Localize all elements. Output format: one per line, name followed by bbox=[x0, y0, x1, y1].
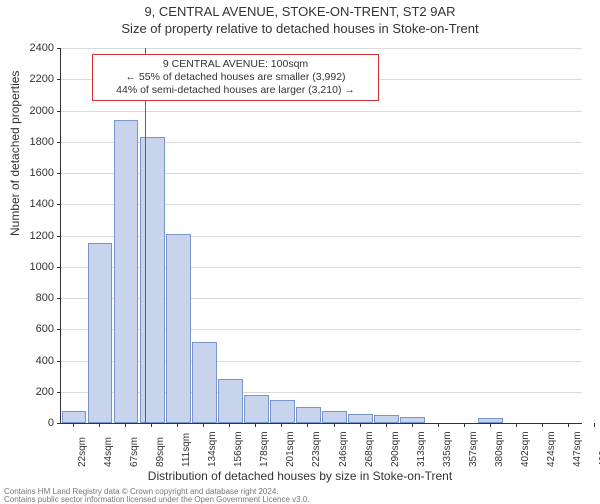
y-axis-label: Number of detached properties bbox=[8, 71, 22, 236]
x-tick-label: 357sqm bbox=[468, 431, 479, 467]
y-tick-label: 1000 bbox=[14, 261, 54, 273]
y-tick-label: 800 bbox=[14, 292, 54, 304]
y-tick-label: 0 bbox=[14, 417, 54, 429]
histogram-bar bbox=[322, 411, 347, 424]
histogram-bar bbox=[244, 395, 269, 423]
histogram-bar bbox=[296, 407, 321, 423]
annotation-line-1: 9 CENTRAL AVENUE: 100sqm bbox=[99, 58, 372, 71]
y-tick-label: 2200 bbox=[14, 73, 54, 85]
x-tick-label: 246sqm bbox=[338, 431, 349, 467]
x-tick-label: 447sqm bbox=[572, 431, 583, 467]
x-tick-label: 134sqm bbox=[207, 431, 218, 467]
x-tick-label: 380sqm bbox=[494, 431, 505, 467]
x-tick-label: 44sqm bbox=[103, 437, 114, 467]
gridline bbox=[61, 48, 582, 49]
histogram-bar bbox=[348, 414, 373, 423]
x-tick-label: 402sqm bbox=[520, 431, 531, 467]
histogram-bar bbox=[270, 400, 295, 423]
x-axis-label: Distribution of detached houses by size … bbox=[0, 469, 600, 483]
histogram-bar bbox=[114, 120, 139, 423]
histogram-bar bbox=[218, 379, 243, 423]
x-tick-label: 22sqm bbox=[77, 437, 88, 467]
annotation-line-3: 44% of semi-detached houses are larger (… bbox=[99, 84, 372, 97]
attribution-line-2: Contains public sector information licen… bbox=[4, 496, 310, 504]
y-tick-label: 2000 bbox=[14, 105, 54, 117]
x-tick-label: 223sqm bbox=[311, 431, 322, 467]
x-tick-label: 111sqm bbox=[181, 433, 192, 467]
x-tick-label: 424sqm bbox=[546, 431, 557, 467]
y-tick-label: 1400 bbox=[14, 198, 54, 210]
annotation-box: 9 CENTRAL AVENUE: 100sqm← 55% of detache… bbox=[92, 54, 379, 101]
gridline bbox=[61, 111, 582, 112]
histogram-bar bbox=[192, 342, 217, 423]
x-tick-label: 89sqm bbox=[155, 437, 166, 467]
x-tick-label: 67sqm bbox=[129, 437, 140, 467]
chart-subtitle: Size of property relative to detached ho… bbox=[0, 21, 600, 36]
histogram-bar bbox=[140, 137, 165, 423]
x-tick-label: 335sqm bbox=[442, 431, 453, 467]
y-tick-label: 1800 bbox=[14, 136, 54, 148]
histogram-bar bbox=[374, 415, 399, 423]
x-tick-label: 156sqm bbox=[233, 431, 244, 467]
y-tick-label: 1600 bbox=[14, 167, 54, 179]
x-tick-label: 268sqm bbox=[364, 431, 375, 467]
histogram-bar bbox=[62, 411, 87, 424]
y-tick-label: 200 bbox=[14, 386, 54, 398]
chart-plot-area: 9 CENTRAL AVENUE: 100sqm← 55% of detache… bbox=[60, 48, 582, 424]
y-tick-label: 400 bbox=[14, 355, 54, 367]
property-marker-line bbox=[145, 48, 146, 423]
y-tick-label: 2400 bbox=[14, 42, 54, 54]
histogram-bar bbox=[88, 243, 113, 423]
x-tick-label: 201sqm bbox=[285, 431, 296, 467]
annotation-line-2: ← 55% of detached houses are smaller (3,… bbox=[99, 71, 372, 84]
y-tick-label: 1200 bbox=[14, 230, 54, 242]
histogram-bar bbox=[166, 234, 191, 423]
page-title: 9, CENTRAL AVENUE, STOKE-ON-TRENT, ST2 9… bbox=[0, 4, 600, 19]
x-tick-label: 313sqm bbox=[416, 431, 427, 467]
x-tick-label: 290sqm bbox=[390, 431, 401, 467]
y-tick-label: 600 bbox=[14, 323, 54, 335]
x-tick-label: 178sqm bbox=[259, 431, 270, 467]
